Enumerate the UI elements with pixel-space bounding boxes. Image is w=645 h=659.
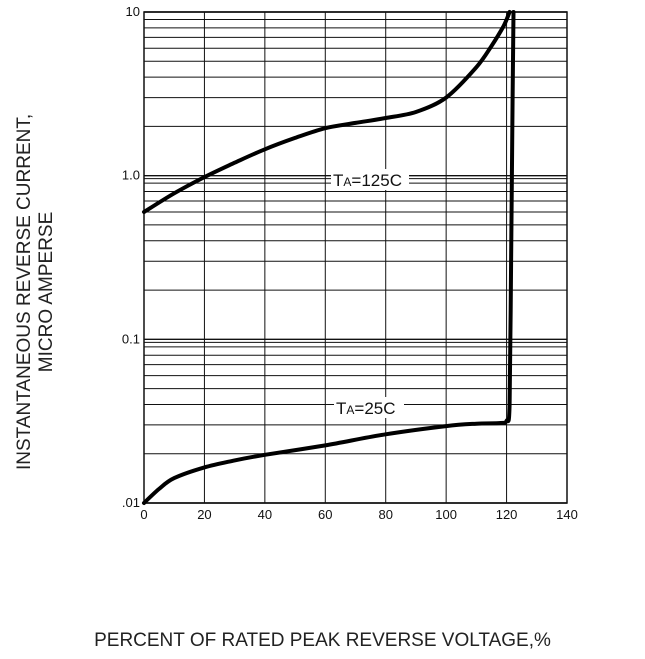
minor-gridlines [144, 18, 567, 455]
x-tick-label: 60 [318, 507, 332, 522]
y-axis-label: INSTANTANEOUS REVERSE CURRENT, MICRO AMP… [14, 114, 58, 470]
series-line-ta-25c [142, 10, 516, 505]
x-tick-label: 40 [258, 507, 272, 522]
series-line-ta-125c [142, 10, 512, 214]
curve-labels: TA=125C TA=25C [331, 169, 409, 418]
tick-labels: 0 20 40 60 80 100 120 140 .01 0.1 1.0 10 [122, 4, 578, 522]
x-tick-label: 80 [378, 507, 392, 522]
x-tick-label: 120 [496, 507, 518, 522]
major-gridlines [143, 11, 568, 504]
x-tick-label: 20 [197, 507, 211, 522]
y-tick-label: 1.0 [122, 168, 140, 183]
plot-frame [143, 11, 568, 504]
x-tick-label: 0 [140, 507, 147, 522]
curve-label-ta-125c: TA=125C [333, 171, 402, 190]
y-tick-label: .01 [122, 495, 140, 510]
curve-label-ta-25c: TA=25C [336, 399, 396, 418]
y-axis-label-line-2: MICRO AMPERSE [36, 211, 57, 373]
x-tick-label: 140 [556, 507, 578, 522]
series-layer [142, 10, 516, 505]
x-tick-label: 100 [435, 507, 457, 522]
curve-label-bg [334, 397, 404, 418]
curve-label-bg [331, 169, 409, 190]
x-axis-label: PERCENT OF RATED PEAK REVERSE VOLTAGE,% [94, 630, 551, 651]
y-tick-label: 10 [126, 4, 140, 19]
y-axis-label-line-1: INSTANTANEOUS REVERSE CURRENT, [14, 113, 35, 470]
y-tick-label: 0.1 [122, 331, 140, 346]
